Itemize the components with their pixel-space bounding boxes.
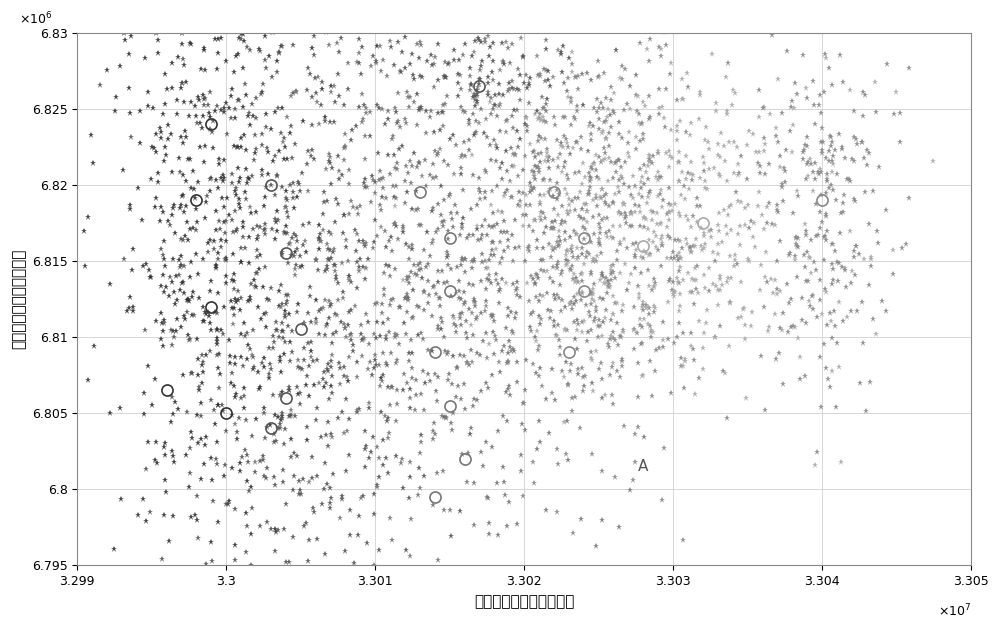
Y-axis label: 纬度转化的笛卡尔纵坐标: 纬度转化的笛卡尔纵坐标 (11, 249, 26, 349)
X-axis label: 经度转化的笛卡尔横坐标: 经度转化的笛卡尔横坐标 (474, 594, 574, 609)
Text: A: A (638, 459, 648, 474)
Text: $\times10^6$: $\times10^6$ (19, 11, 53, 27)
Text: $\times10^7$: $\times10^7$ (938, 603, 971, 619)
